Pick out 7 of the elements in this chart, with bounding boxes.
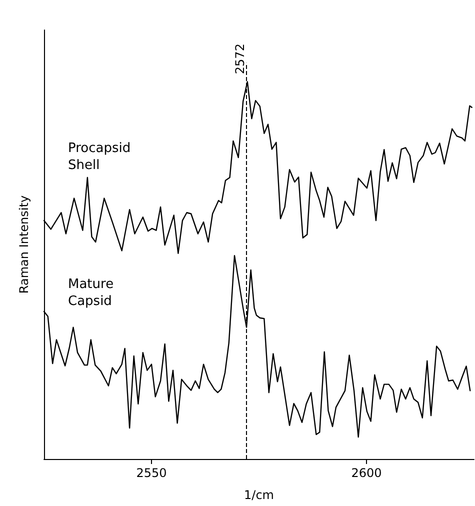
series-label: Mature Capsid [68,277,114,309]
y-axis-title: Raman Intensity [17,195,31,294]
x-tick-label: 2600 [351,466,382,480]
ref-line-label: 2572 [233,44,248,74]
x-tick-label: 2550 [136,466,167,480]
x-axis-title: 1/cm [244,488,274,502]
series-label: Procapsid Shell [68,141,131,173]
